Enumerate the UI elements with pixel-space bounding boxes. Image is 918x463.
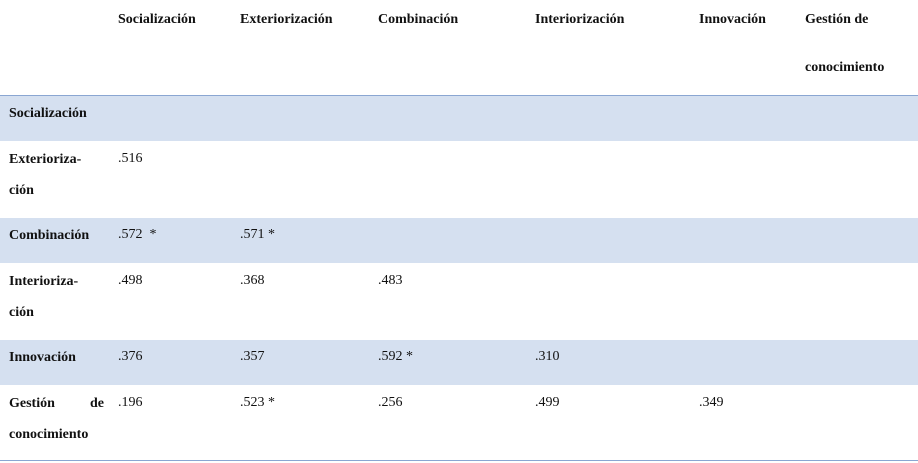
column-header: Combinación	[378, 12, 459, 27]
table-cell: .592 *	[378, 349, 413, 364]
table-cell: .571 *	[240, 227, 275, 242]
row-label: Exterioriza- ción	[9, 152, 82, 198]
row-label: Gestión de conocimiento	[9, 396, 104, 442]
table-cell: .572 *	[118, 227, 157, 242]
bottom-rule	[0, 460, 918, 461]
row-label: Innovación	[9, 350, 76, 365]
table-cell: .498	[118, 273, 143, 288]
row-label: Combinación	[9, 228, 90, 243]
table-cell: .256	[378, 395, 403, 410]
column-header: Exteriorización	[240, 12, 333, 27]
row-label: Interioriza- ción	[9, 274, 79, 320]
table-cell: .310	[535, 349, 560, 364]
table-row	[0, 96, 918, 141]
column-header: Interiorización	[535, 12, 625, 27]
table-cell: .483	[378, 273, 403, 288]
column-header: Innovación	[699, 12, 766, 27]
column-header: Socialización	[118, 12, 196, 27]
table-cell: .357	[240, 349, 265, 364]
table-row	[0, 340, 918, 385]
header-rule	[0, 95, 918, 96]
table-cell: .516	[118, 151, 143, 166]
table-cell: .523 *	[240, 395, 275, 410]
column-header: Gestión de conocimiento	[805, 12, 885, 75]
row-label: Socialización	[9, 106, 87, 121]
table-cell: .368	[240, 273, 265, 288]
table-cell: .196	[118, 395, 143, 410]
table-cell: .349	[699, 395, 724, 410]
table-cell: .499	[535, 395, 560, 410]
table-cell: .376	[118, 349, 143, 364]
table-row	[0, 218, 918, 263]
